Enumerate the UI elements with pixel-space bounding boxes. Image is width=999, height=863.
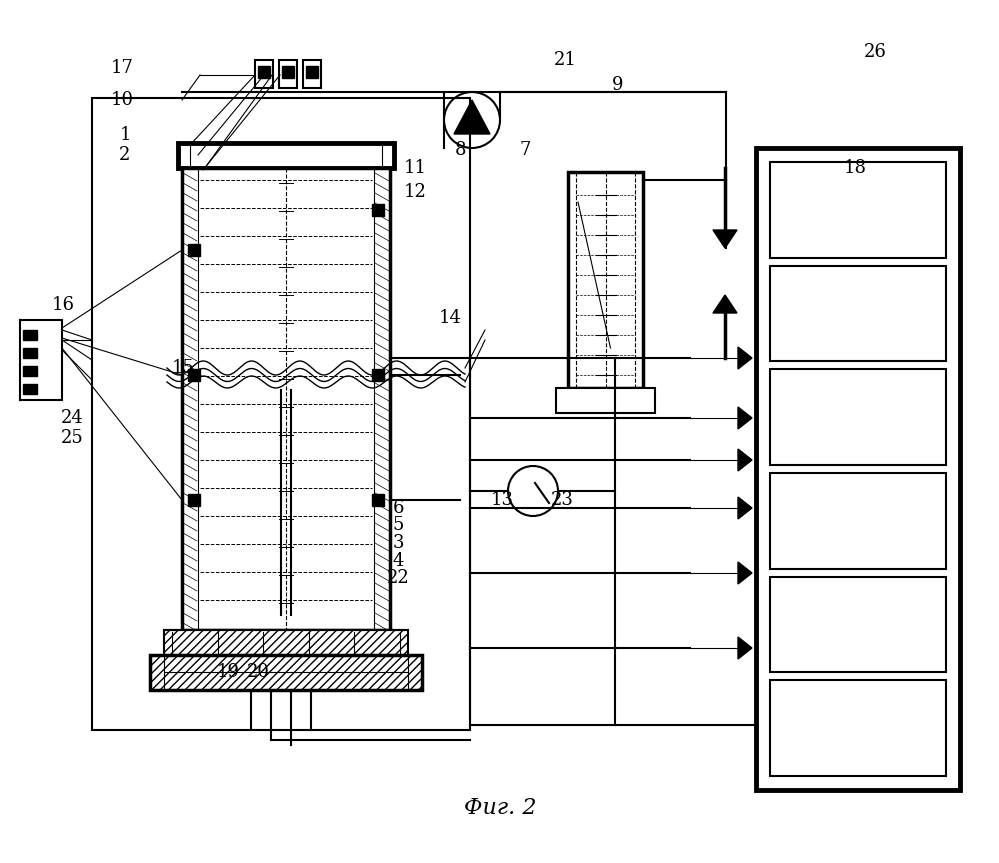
- Text: 22: 22: [387, 569, 410, 587]
- Bar: [372, 369, 384, 381]
- Polygon shape: [713, 230, 737, 248]
- Bar: [770, 369, 946, 465]
- Text: 23: 23: [550, 491, 573, 509]
- Polygon shape: [454, 100, 490, 134]
- Text: 14: 14: [439, 309, 462, 327]
- Text: 3: 3: [393, 534, 404, 552]
- Bar: [92, 98, 470, 730]
- Text: 26: 26: [863, 43, 886, 61]
- Text: 20: 20: [247, 663, 270, 681]
- Bar: [756, 148, 960, 790]
- Polygon shape: [713, 295, 737, 313]
- Text: 18: 18: [843, 159, 866, 177]
- Polygon shape: [738, 637, 752, 659]
- Bar: [178, 143, 394, 168]
- Bar: [258, 66, 270, 78]
- Text: 9: 9: [612, 76, 623, 94]
- Text: 6: 6: [393, 499, 404, 517]
- Text: 2: 2: [119, 146, 131, 164]
- Text: 15: 15: [172, 359, 195, 377]
- Text: 1: 1: [119, 126, 131, 144]
- Text: 10: 10: [111, 91, 134, 109]
- Polygon shape: [738, 347, 752, 369]
- Bar: [20, 320, 62, 400]
- Bar: [279, 60, 297, 88]
- Polygon shape: [738, 407, 752, 429]
- Bar: [282, 66, 294, 78]
- Bar: [182, 168, 390, 630]
- Bar: [770, 680, 946, 776]
- Bar: [23, 348, 37, 358]
- Text: 25: 25: [61, 429, 83, 447]
- Bar: [188, 494, 200, 506]
- Bar: [372, 494, 384, 506]
- Text: 8: 8: [455, 141, 466, 159]
- Bar: [770, 576, 946, 672]
- Bar: [23, 384, 37, 394]
- Bar: [164, 630, 408, 655]
- Text: 7: 7: [519, 141, 530, 159]
- Polygon shape: [738, 449, 752, 471]
- Text: 12: 12: [404, 183, 427, 201]
- Bar: [770, 473, 946, 569]
- Text: 19: 19: [217, 663, 240, 681]
- Bar: [770, 162, 946, 258]
- Bar: [188, 369, 200, 381]
- Text: 11: 11: [404, 159, 427, 177]
- Bar: [150, 655, 422, 690]
- Text: 5: 5: [393, 516, 404, 534]
- Polygon shape: [738, 562, 752, 584]
- Text: 13: 13: [491, 491, 513, 509]
- Bar: [303, 60, 321, 88]
- Bar: [568, 172, 643, 388]
- Bar: [372, 204, 384, 216]
- Text: 16: 16: [52, 296, 75, 314]
- Bar: [23, 330, 37, 340]
- Bar: [23, 366, 37, 376]
- Bar: [188, 244, 200, 256]
- Bar: [306, 66, 318, 78]
- Polygon shape: [738, 497, 752, 519]
- Bar: [770, 266, 946, 362]
- Text: 24: 24: [61, 409, 83, 427]
- Bar: [556, 388, 655, 413]
- Text: Фиг. 2: Фиг. 2: [464, 797, 536, 819]
- Text: 4: 4: [393, 552, 404, 570]
- Text: 21: 21: [553, 51, 576, 69]
- Text: 17: 17: [111, 59, 134, 77]
- Bar: [255, 60, 273, 88]
